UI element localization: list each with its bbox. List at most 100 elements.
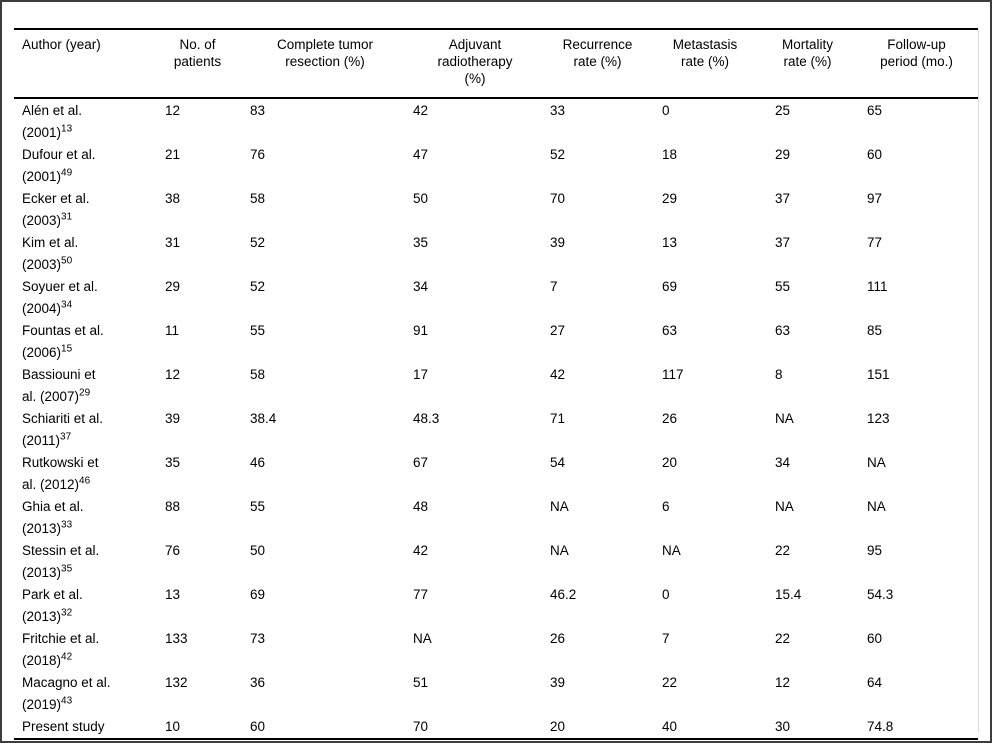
value-cell: 88 [165,499,181,514]
author-cell: Dufour et al. (2001)49 [22,147,96,184]
value-cell: 69 [250,587,266,602]
value-cell: 52 [250,279,266,294]
column-header-radiotherapy: Adjuvant radiotherapy (%) [405,29,545,99]
value-cell: 36 [250,675,266,690]
value-cell: 22 [775,543,791,558]
value-cell: 76 [165,543,181,558]
value-cell: 29 [775,147,791,162]
value-cell: 0 [662,587,670,602]
value-cell: 111 [867,279,888,294]
value-cell: 22 [662,675,678,690]
author-cell: Fountas et al. (2006)15 [22,323,104,360]
value-cell: 91 [413,323,429,338]
value-cell: 50 [250,543,266,558]
value-cell: 60 [867,147,883,162]
author-cell: Fritchie et al. (2018)42 [22,631,100,668]
reference-superscript: 37 [60,431,72,442]
value-cell: 35 [165,455,181,470]
column-header-metastasis: Metastasis rate (%) [650,29,760,99]
value-cell: 34 [413,279,429,294]
table-right-edge-line [978,30,979,732]
value-cell: NA [662,543,681,558]
reference-superscript: 13 [61,123,73,134]
value-cell: NA [775,411,794,426]
value-cell: 25 [775,103,791,118]
value-cell: NA [867,499,886,514]
author-cell: Present study [22,719,105,734]
value-cell: 70 [550,191,566,206]
reference-superscript: 50 [61,255,73,266]
table-header: Author (year) No. of patients Complete tumo… [14,29,978,99]
value-cell: 20 [550,719,566,734]
value-cell: 63 [775,323,791,338]
column-header-resection: Complete tumor resection (%) [245,29,405,99]
value-cell: 60 [250,719,266,734]
table-row: Soyuer et al. (2004)34 29 52 34 7 69 55 111 [14,275,978,319]
table-row: Kim et al. (2003)50 31 52 35 39 13 37 77 [14,231,978,275]
value-cell: 52 [250,235,266,250]
author-cell: Alén et al. (2001)13 [22,103,83,140]
value-cell: 12 [165,103,181,118]
value-cell: 39 [550,235,566,250]
author-cell: Schiariti et al. (2011)37 [22,411,104,448]
value-cell: 46.2 [550,587,577,602]
value-cell: 40 [662,719,678,734]
column-header-followup: Follow-up period (mo.) [855,29,978,99]
value-cell: 11 [165,323,180,338]
value-cell: 22 [775,631,791,646]
value-cell: 65 [867,103,883,118]
author-cell: Ecker et al. (2003)31 [22,191,90,228]
value-cell: 35 [413,235,429,250]
value-cell: 20 [662,455,678,470]
value-cell: 15.4 [775,587,802,602]
value-cell: 26 [662,411,678,426]
value-cell: 18 [662,147,678,162]
value-cell: 8 [775,367,783,382]
table-row: Ecker et al. (2003)31 38 58 50 70 29 37 97 [14,187,978,231]
reference-superscript: 31 [61,211,73,222]
value-cell: 46 [250,455,266,470]
table-row: Park et al. (2013)32 13 69 77 46.2 0 15.4 54.3 [14,583,978,627]
value-cell: 38.4 [250,411,277,426]
value-cell: 55 [250,323,266,338]
column-header-patients: No. of patients [150,29,245,99]
table-body: Alén et al. (2001)13 12 83 42 33 0 25 65 Dufour e… [14,98,978,739]
author-cell: Macagno et al. (2019)43 [22,675,111,712]
value-cell: 55 [775,279,791,294]
study-comparison-table: Author (year) No. of patients Complete tumo… [14,28,978,740]
value-cell: 64 [867,675,883,690]
value-cell: 74.8 [867,719,894,734]
column-header-recurrence: Recurrence rate (%) [545,29,650,99]
value-cell: 50 [413,191,429,206]
table-header-row: Author (year) No. of patients Complete tumo… [14,29,978,99]
author-cell: Park et al. (2013)32 [22,587,83,624]
value-cell: 52 [550,147,566,162]
value-cell: 133 [165,631,188,646]
value-cell: 10 [165,719,181,734]
value-cell: 37 [775,235,791,250]
table-row: Stessin et al. (2013)35 76 50 42 NA NA 22 95 [14,539,978,583]
value-cell: 69 [662,279,678,294]
value-cell: 31 [165,235,181,250]
table-row: Present study 10 60 70 20 40 30 74.8 [14,715,978,739]
reference-superscript: 42 [61,651,73,662]
value-cell: 95 [867,543,883,558]
value-cell: 123 [867,411,890,426]
table-row: Dufour et al. (2001)49 21 76 47 52 18 29 60 [14,143,978,187]
value-cell: 29 [165,279,181,294]
reference-superscript: 33 [61,519,73,530]
value-cell: NA [867,455,886,470]
value-cell: 13 [662,235,678,250]
value-cell: 7 [662,631,670,646]
value-cell: NA [413,631,432,646]
value-cell: 58 [250,367,266,382]
author-cell: Ghia et al. (2013)33 [22,499,84,536]
value-cell: 26 [550,631,566,646]
value-cell: 54.3 [867,587,894,602]
value-cell: 27 [550,323,566,338]
value-cell: 42 [413,103,429,118]
table-row: Macagno et al. (2019)43 132 36 51 39 22 12 64 [14,671,978,715]
table-row: Ghia et al. (2013)33 88 55 48 NA 6 NA NA [14,495,978,539]
value-cell: NA [775,499,794,514]
